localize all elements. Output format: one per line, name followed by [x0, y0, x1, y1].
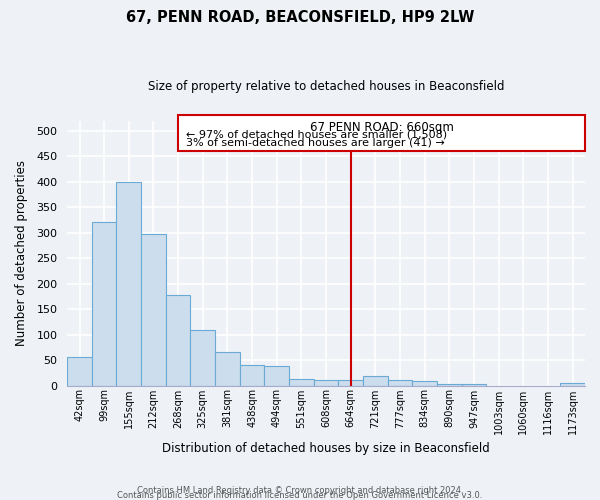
Bar [166, 295, 190, 386]
Bar [92, 222, 116, 386]
Bar [116, 182, 141, 386]
Y-axis label: Number of detached properties: Number of detached properties [15, 160, 28, 346]
Bar [560, 383, 585, 386]
Text: ← 97% of detached houses are smaller (1,508): ← 97% of detached houses are smaller (1,… [185, 130, 446, 140]
Bar [240, 365, 265, 386]
Bar [67, 358, 92, 386]
Bar [462, 384, 487, 386]
X-axis label: Distribution of detached houses by size in Beaconsfield: Distribution of detached houses by size … [162, 442, 490, 455]
Bar [363, 376, 388, 386]
Text: 3% of semi-detached houses are larger (41) →: 3% of semi-detached houses are larger (4… [185, 138, 444, 148]
Bar [265, 366, 289, 386]
Title: Size of property relative to detached houses in Beaconsfield: Size of property relative to detached ho… [148, 80, 505, 93]
Bar [338, 380, 363, 386]
Bar [215, 352, 240, 386]
Text: 67, PENN ROAD, BEACONSFIELD, HP9 2LW: 67, PENN ROAD, BEACONSFIELD, HP9 2LW [126, 10, 474, 25]
FancyBboxPatch shape [178, 116, 585, 151]
Bar [412, 382, 437, 386]
Text: Contains HM Land Registry data © Crown copyright and database right 2024.: Contains HM Land Registry data © Crown c… [137, 486, 463, 495]
Bar [190, 330, 215, 386]
Bar [437, 384, 462, 386]
Bar [314, 380, 338, 386]
Text: 67 PENN ROAD: 660sqm: 67 PENN ROAD: 660sqm [310, 120, 454, 134]
Bar [388, 380, 412, 386]
Text: Contains public sector information licensed under the Open Government Licence v3: Contains public sector information licen… [118, 490, 482, 500]
Bar [289, 380, 314, 386]
Bar [141, 234, 166, 386]
